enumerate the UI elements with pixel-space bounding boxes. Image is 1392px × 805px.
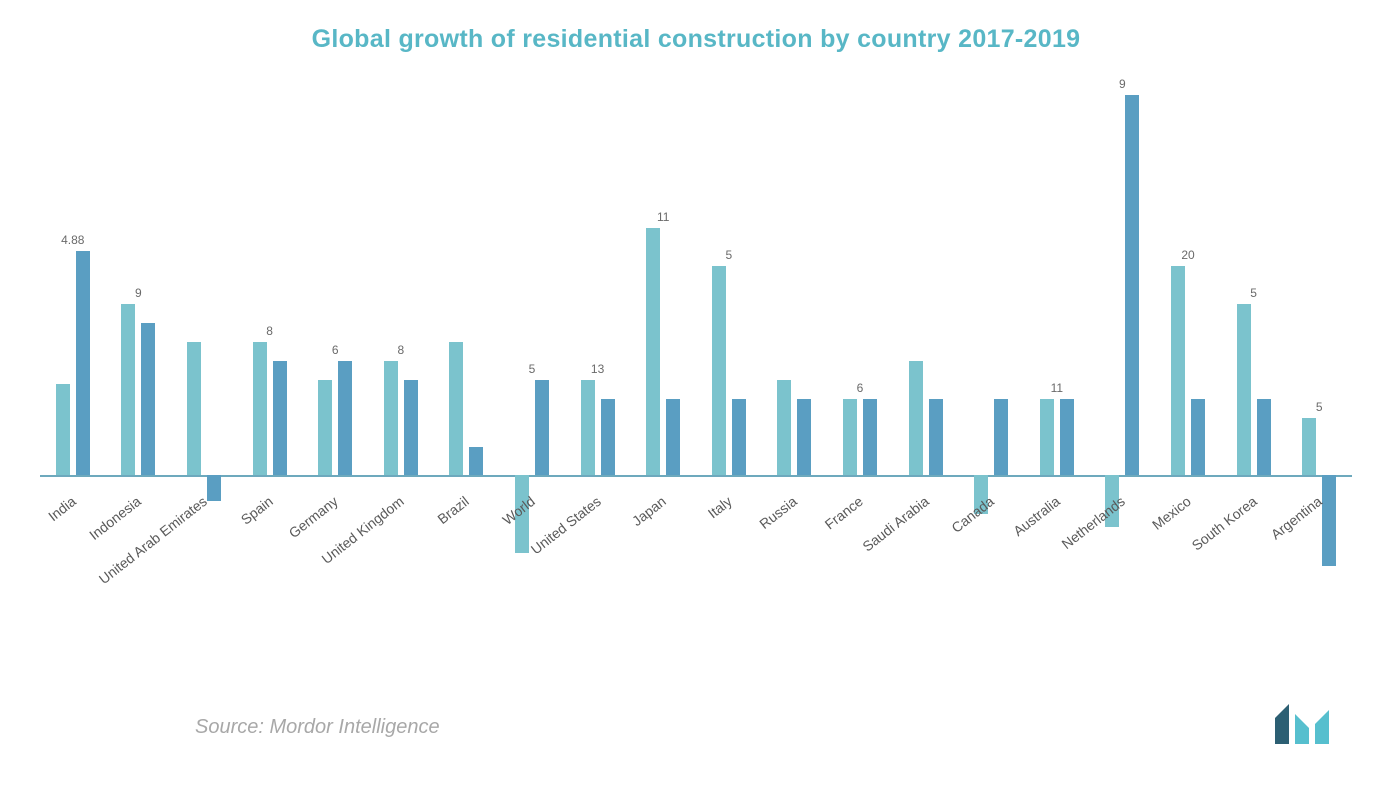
logo-left-glyph xyxy=(1275,704,1289,744)
logo-right-glyph xyxy=(1315,710,1329,744)
source-attribution: Source: Mordor Intelligence xyxy=(195,716,440,739)
brand-logo xyxy=(1275,704,1337,744)
value-label: 9 xyxy=(1102,77,1142,91)
chart-container: Global growth of residential constructio… xyxy=(0,0,1392,799)
chart-title: Global growth of residential constructio… xyxy=(0,25,1392,54)
category-labels-layer: IndiaIndonesiaUnited Arab EmiratesSpainG… xyxy=(40,95,1352,805)
plot-area: 4.88986851311561192055 IndiaIndonesiaUni… xyxy=(40,95,1352,655)
logo-middle-glyph xyxy=(1295,714,1309,744)
